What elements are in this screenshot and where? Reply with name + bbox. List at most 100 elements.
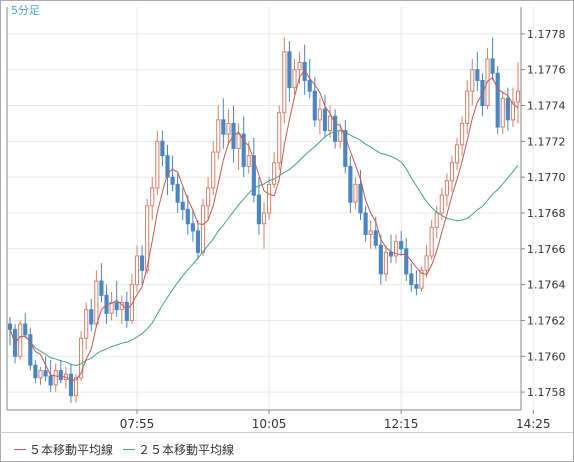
candle-body xyxy=(48,375,53,386)
candle-body xyxy=(185,208,190,225)
candle-body xyxy=(373,230,378,246)
legend-item-ma25: ２５本移動平均線 xyxy=(123,441,234,458)
y-tick-label: 1.1772 xyxy=(527,135,566,148)
candle-body xyxy=(378,244,383,275)
x-tick-label: 07:55 xyxy=(120,417,155,431)
legend-item-ma5: ５本移動平均線 xyxy=(14,441,113,458)
candle-body xyxy=(190,223,195,232)
candle-body xyxy=(150,187,155,207)
y-tick-label: 1.1758 xyxy=(527,386,566,399)
candle-body xyxy=(200,205,206,253)
candle-body xyxy=(160,140,165,157)
y-tick-label: 1.1770 xyxy=(527,171,566,184)
candle-body xyxy=(312,90,317,121)
candle-body xyxy=(140,255,145,271)
ma25-line-icon xyxy=(123,449,136,450)
candle-body xyxy=(124,302,129,321)
y-tick-label: 1.1766 xyxy=(527,243,566,256)
candle-body xyxy=(206,187,211,207)
candle-body xyxy=(394,241,399,257)
candle-body xyxy=(43,370,48,377)
candle-body xyxy=(307,79,312,92)
candle-body xyxy=(282,51,287,114)
candle-body xyxy=(510,101,515,121)
candle-body xyxy=(145,205,150,271)
candle-body xyxy=(251,155,256,196)
candle-body xyxy=(414,284,419,289)
y-tick-label: 1.1768 xyxy=(527,207,566,220)
candle-body xyxy=(404,248,409,275)
candle-body xyxy=(84,309,89,339)
candle-body xyxy=(287,51,292,89)
candle-body xyxy=(277,112,282,164)
candle-body xyxy=(439,194,444,214)
candle-body xyxy=(429,226,434,257)
candle-body xyxy=(363,212,368,235)
candle-body xyxy=(195,230,201,253)
candle-body xyxy=(175,183,180,203)
candle-body xyxy=(500,97,505,128)
y-tick-label: 1.1760 xyxy=(527,350,566,363)
candle-body xyxy=(327,115,333,132)
candle-body xyxy=(73,377,79,397)
candle-body xyxy=(490,58,495,74)
candle-body xyxy=(33,364,38,379)
candle-body xyxy=(38,370,43,379)
x-tick-label: 10:05 xyxy=(252,417,287,431)
candle-body xyxy=(221,119,226,135)
candle-body xyxy=(470,69,475,92)
candle-body xyxy=(358,183,363,214)
candle-body xyxy=(129,284,134,321)
candle-body xyxy=(322,108,328,132)
candle-body xyxy=(18,323,23,357)
candle-body xyxy=(256,194,261,225)
candle-body xyxy=(343,130,348,167)
candle-body xyxy=(475,69,480,81)
candle-body xyxy=(94,280,99,325)
candle-body xyxy=(267,183,272,214)
candle-body xyxy=(353,183,358,203)
candle-body xyxy=(333,115,338,142)
candle-body xyxy=(495,72,500,128)
candle-body xyxy=(388,251,394,257)
candle-body xyxy=(424,255,429,271)
candle-body xyxy=(449,162,455,182)
candle-body xyxy=(419,269,424,289)
y-tick-label: 1.1764 xyxy=(527,279,566,292)
candle-body xyxy=(505,97,510,121)
candle-body xyxy=(79,337,84,379)
timeframe-label: 5分足 xyxy=(11,4,40,17)
y-tick-label: 1.1778 xyxy=(527,28,566,41)
chart-legend: ５本移動平均線 ２５本移動平均線 xyxy=(14,441,234,458)
candle-body xyxy=(465,90,470,124)
candle-body xyxy=(216,119,221,153)
y-tick-label: 1.1762 xyxy=(527,314,566,327)
candle-body xyxy=(155,140,160,189)
ma25-series-line xyxy=(9,130,519,366)
candle-body xyxy=(114,302,119,311)
legend-ma25-label: ２５本移動平均線 xyxy=(138,443,235,457)
candle-body xyxy=(99,280,104,296)
y-tick-label: 1.1776 xyxy=(527,64,566,77)
candle-body xyxy=(348,165,353,203)
candle-body xyxy=(180,201,185,210)
candle-body xyxy=(23,323,28,336)
candle-body xyxy=(58,370,63,381)
candle-body xyxy=(53,370,58,386)
y-tick-label: 1.1774 xyxy=(527,100,566,113)
candle-body xyxy=(272,162,277,185)
candle-body xyxy=(28,334,33,366)
candle-body xyxy=(292,69,297,89)
candle-body xyxy=(434,212,439,228)
candle-body xyxy=(236,133,241,149)
candle-body xyxy=(460,122,465,146)
candle-body xyxy=(454,144,460,164)
x-tick-label: 14:25 xyxy=(516,417,551,431)
legend-ma5-label: ５本移動平均線 xyxy=(29,443,114,457)
candle-body xyxy=(246,155,251,167)
candle-body xyxy=(226,122,231,135)
candle-body xyxy=(89,309,94,325)
ma5-line-icon xyxy=(14,449,26,450)
